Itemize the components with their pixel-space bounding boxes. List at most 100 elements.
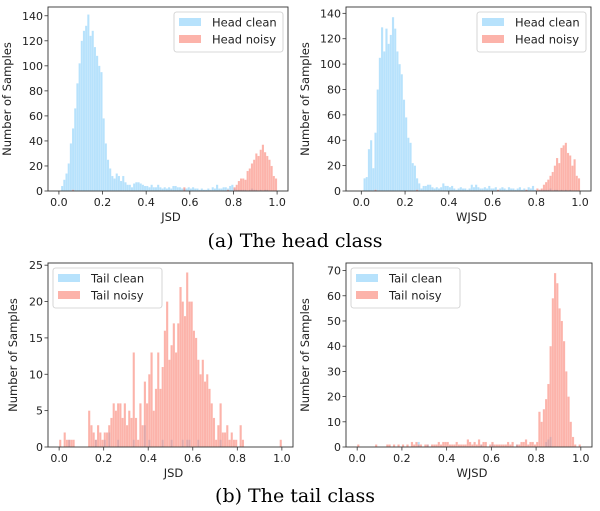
histogram-bar bbox=[167, 187, 171, 192]
legend-entry: Tail clean bbox=[90, 272, 144, 286]
histogram-bar bbox=[391, 17, 395, 192]
histogram-bar bbox=[409, 142, 412, 192]
histogram-bar bbox=[119, 180, 123, 192]
legend: Head clean Head noisy bbox=[173, 11, 284, 53]
histogram-bar bbox=[230, 432, 234, 448]
histogram-bar bbox=[235, 184, 238, 192]
histogram-bar bbox=[470, 184, 474, 192]
histogram-bar bbox=[122, 175, 125, 192]
histogram-bar bbox=[252, 159, 256, 192]
histogram-bar bbox=[448, 187, 452, 192]
histogram-bar bbox=[494, 187, 498, 192]
histogram-bar bbox=[575, 175, 579, 192]
histogram-bar bbox=[404, 117, 408, 192]
histogram-bar bbox=[141, 425, 144, 448]
histogram-bar bbox=[473, 441, 476, 448]
histogram-bar bbox=[507, 187, 511, 192]
y-tick-label: 120 bbox=[320, 33, 341, 46]
histogram-bar bbox=[215, 184, 219, 192]
histogram-bar bbox=[212, 417, 216, 448]
histogram-bar bbox=[146, 185, 149, 192]
histogram-bar bbox=[148, 374, 151, 448]
y-tick-label: 20 bbox=[327, 391, 341, 404]
histogram-bar bbox=[571, 436, 575, 448]
histogram-bar bbox=[542, 184, 546, 192]
histogram-bar bbox=[263, 152, 267, 192]
y-tick-label: 0 bbox=[36, 441, 43, 454]
legend-box bbox=[350, 267, 461, 309]
histogram-bar bbox=[185, 272, 189, 448]
histogram-bar bbox=[501, 187, 504, 192]
histogram-bar bbox=[106, 159, 110, 192]
histogram-bar bbox=[402, 99, 406, 192]
y-axis-label: Number of Samples bbox=[0, 42, 14, 156]
histogram-bar bbox=[241, 439, 245, 448]
histogram-bar bbox=[136, 439, 140, 448]
histogram-bar bbox=[226, 425, 229, 448]
histogram-bar bbox=[91, 30, 94, 192]
histogram-bar bbox=[522, 441, 526, 448]
legend-swatch bbox=[58, 291, 80, 299]
legend-box bbox=[173, 11, 284, 53]
histogram-bar bbox=[562, 145, 565, 192]
histogram-bar bbox=[385, 28, 388, 192]
x-tick-label: 0.0 bbox=[348, 452, 366, 465]
histogram-bar bbox=[477, 439, 481, 448]
histogram-bar bbox=[82, 30, 86, 192]
histogram-bar bbox=[187, 187, 190, 192]
histogram-bar bbox=[119, 403, 122, 448]
y-tick-label: 50 bbox=[327, 315, 341, 328]
histogram-bar bbox=[203, 381, 207, 448]
histogram-bar bbox=[410, 441, 414, 448]
histogram-bar bbox=[161, 366, 164, 448]
y-tick-label: 100 bbox=[22, 60, 43, 73]
y-tick-label: 80 bbox=[327, 83, 341, 96]
histogram-bar bbox=[474, 184, 478, 192]
histogram-bar bbox=[139, 183, 142, 192]
x-tick-label: 0.2 bbox=[94, 196, 112, 209]
x-tick-label: 0.2 bbox=[393, 452, 411, 465]
axes-frame bbox=[47, 6, 289, 192]
histogram-bar bbox=[444, 185, 447, 192]
histogram-bar bbox=[154, 388, 158, 448]
caption-head-class: (a) The head class bbox=[208, 230, 383, 252]
y-tick-label: 20 bbox=[29, 160, 43, 173]
histogram-bar bbox=[114, 410, 118, 448]
x-tick-label: 0.4 bbox=[438, 452, 456, 465]
histogram-bar bbox=[250, 163, 254, 192]
histogram-bar bbox=[101, 439, 104, 448]
histogram-bar bbox=[560, 320, 564, 448]
x-tick-label: 0.6 bbox=[483, 452, 501, 465]
y-tick-label: 60 bbox=[327, 109, 341, 122]
histogram-bar bbox=[105, 432, 109, 448]
histogram-bar bbox=[210, 403, 213, 448]
x-axis-label: WJSD bbox=[456, 210, 487, 224]
histogram-bar bbox=[389, 34, 393, 192]
histogram-bar bbox=[270, 165, 273, 192]
series-head-noisy bbox=[374, 142, 581, 192]
histogram-bar bbox=[418, 183, 421, 192]
y-axis-label: Number of Samples bbox=[6, 298, 20, 412]
histogram-bar bbox=[369, 140, 373, 192]
histogram-bar bbox=[450, 185, 454, 192]
histogram-bar bbox=[150, 184, 153, 192]
histogram-bar bbox=[67, 439, 71, 448]
histogram-bar bbox=[139, 403, 142, 448]
x-tick-label: 0.0 bbox=[50, 452, 68, 465]
legend: Tail clean Tail noisy bbox=[52, 267, 163, 309]
histogram-bar bbox=[219, 403, 222, 448]
legend-entry: Head clean bbox=[515, 16, 580, 30]
histogram-bar bbox=[179, 286, 182, 448]
histogram-bar bbox=[130, 187, 134, 192]
histogram-bar bbox=[233, 187, 236, 192]
legend-entry: Head noisy bbox=[515, 33, 579, 47]
histogram-bar bbox=[372, 168, 375, 192]
histogram-bar bbox=[159, 388, 162, 448]
histogram-bar bbox=[211, 187, 214, 192]
histogram-bar bbox=[564, 142, 568, 192]
y-axis-label: Number of Samples bbox=[298, 298, 312, 412]
histogram-bar bbox=[413, 165, 417, 192]
axes-frame bbox=[345, 262, 593, 448]
legend-swatch bbox=[58, 274, 80, 282]
histogram-bar bbox=[121, 417, 124, 448]
